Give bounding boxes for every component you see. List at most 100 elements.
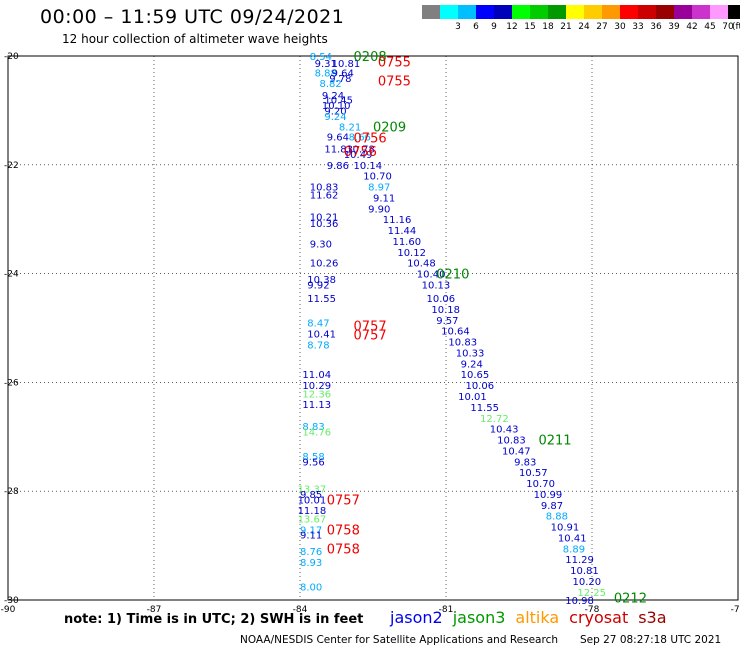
- wave-height-value: 9.56: [302, 457, 324, 468]
- wave-height-value: 11.44: [388, 226, 417, 237]
- wave-height-value: 9.24: [461, 359, 483, 370]
- colorbar-swatch: [494, 5, 512, 19]
- colorbar-label: 30: [614, 22, 626, 32]
- wave-height-value: 10.29: [302, 381, 331, 392]
- wave-height-value: 9.11: [373, 193, 395, 204]
- legend-altika: altika: [515, 608, 560, 627]
- wave-height-value: 10.33: [456, 348, 485, 359]
- wave-height-value: 9.86: [327, 161, 349, 172]
- wave-height-value: 9.20: [324, 106, 346, 117]
- wave-height-value: 11.18: [298, 506, 327, 517]
- colorbar-unit: (ft): [732, 22, 740, 32]
- wave-height-value: 10.70: [526, 479, 555, 490]
- lat-tick-label: -20: [4, 52, 19, 62]
- wave-height-value: 11.62: [310, 191, 339, 202]
- wave-height-value: 8.54: [310, 52, 332, 63]
- wave-height-value: 10.98: [565, 596, 594, 607]
- pass-time-label: 0758: [327, 523, 360, 538]
- wave-height-value: 8.88: [315, 68, 337, 79]
- wave-height-value: 11.55: [307, 294, 336, 305]
- wave-height-value: 10.01: [298, 495, 327, 506]
- wave-height-value: 10.41: [558, 533, 587, 544]
- wave-height-value: 8.58: [302, 452, 324, 463]
- colorbar-swatch: [728, 5, 740, 19]
- wave-height-value: 8.97: [368, 183, 390, 194]
- colorbar-swatch: [458, 5, 476, 19]
- wave-height-value: 14.76: [302, 427, 331, 438]
- colorbar-swatch: [548, 5, 566, 19]
- wave-height-value: 9.78: [329, 74, 351, 85]
- wave-height-value: 9.83: [514, 457, 536, 468]
- wave-height-value: 12.25: [577, 588, 606, 599]
- wave-height-value: 9.11: [300, 531, 322, 542]
- wave-height-value: 10.26: [310, 259, 339, 270]
- pass-time-label: 0756: [344, 145, 377, 160]
- wave-height-value: 10.81: [570, 566, 599, 577]
- pass-time-label: 0211: [538, 434, 571, 449]
- wave-height-value: 10.41: [307, 329, 336, 340]
- wave-height-value: 11.13: [302, 400, 331, 411]
- pass-time-label: 0757: [354, 329, 387, 344]
- colorbar-label: 21: [560, 22, 572, 32]
- wave-height-value: 10.57: [519, 468, 548, 479]
- colorbar-swatch: [566, 5, 584, 19]
- colorbar-label: 6: [473, 22, 479, 32]
- wave-height-value: 10.83: [448, 338, 477, 349]
- wave-height-value: 8.76: [300, 547, 322, 558]
- wave-height-value: 8.00: [300, 582, 322, 593]
- colorbar-swatch: [440, 5, 458, 19]
- legend-cryosat: cryosat: [569, 608, 629, 627]
- colorbar-swatch: [422, 5, 440, 19]
- colorbar-swatch: [656, 5, 674, 19]
- wave-height-value: 10.70: [363, 172, 392, 183]
- satellite-legend: jason2 jason3 altika cryosat s3a: [390, 608, 677, 627]
- wave-height-value: 10.10: [322, 101, 351, 112]
- wave-height-value: 11.60: [392, 237, 421, 248]
- colorbar-label: 18: [542, 22, 554, 32]
- pass-time-label: 0758: [327, 542, 360, 557]
- wave-height-value: 10.45: [324, 96, 353, 107]
- wave-height-value: 9.64: [332, 68, 354, 79]
- wave-height-value: 8.89: [563, 544, 585, 555]
- colorbar-label: 42: [686, 22, 698, 32]
- colorbar-swatch: [674, 5, 692, 19]
- colorbar-label: 9: [491, 22, 497, 32]
- colorbar-label: 70: [722, 22, 734, 32]
- wave-height-value: 11.55: [470, 403, 499, 414]
- pass-time-label: 0210: [436, 268, 469, 283]
- wave-height-value: 9.92: [307, 280, 329, 291]
- colorbar-label: 12: [506, 22, 518, 32]
- lat-tick-label: -22: [4, 161, 19, 171]
- colorbar-label: 39: [668, 22, 680, 32]
- lon-tick-label: -75: [731, 605, 740, 615]
- colorbar-label: 24: [578, 22, 590, 32]
- wave-height-value: 9.85: [300, 490, 322, 501]
- wave-height-value: 10.01: [458, 392, 487, 403]
- lat-tick-label: -30: [4, 596, 19, 606]
- wave-height-value: 10.40: [417, 270, 446, 281]
- pass-time-label: 0755: [378, 74, 411, 89]
- pass-time-label: 0208: [354, 50, 387, 65]
- wave-height-value: 10.06: [465, 381, 494, 392]
- wave-height-value: 10.38: [307, 275, 336, 286]
- lon-tick-label: -81: [439, 605, 454, 615]
- footer-timestamp: Sep 27 08:27:18 UTC 2021: [580, 634, 722, 646]
- footer-note: note: 1) Time is in UTC; 2) SWH is in fe…: [64, 612, 364, 627]
- wave-height-value: 13.37: [298, 484, 327, 495]
- colorbar-swatch: [710, 5, 728, 19]
- wave-height-value: 10.65: [461, 370, 490, 381]
- lon-tick-label: -84: [293, 605, 308, 615]
- colorbar-swatch: [476, 5, 494, 19]
- lat-tick-label: -26: [4, 378, 19, 388]
- page-title: 00:00 – 11:59 UTC 09/24/2021: [40, 6, 345, 28]
- pass-time-label: 0756: [354, 132, 387, 147]
- wave-height-value: 11.29: [565, 555, 594, 566]
- wave-height-value: 8.88: [546, 512, 568, 523]
- colorbar-swatch: [512, 5, 530, 19]
- wave-height-value: 10.43: [490, 425, 519, 436]
- lon-tick-label: -78: [585, 605, 600, 615]
- wave-height-value: 11.83: [324, 144, 353, 155]
- colorbar-label: 33: [632, 22, 644, 32]
- colorbar-label: 15: [524, 22, 536, 32]
- colorbar-label: 45: [704, 22, 716, 32]
